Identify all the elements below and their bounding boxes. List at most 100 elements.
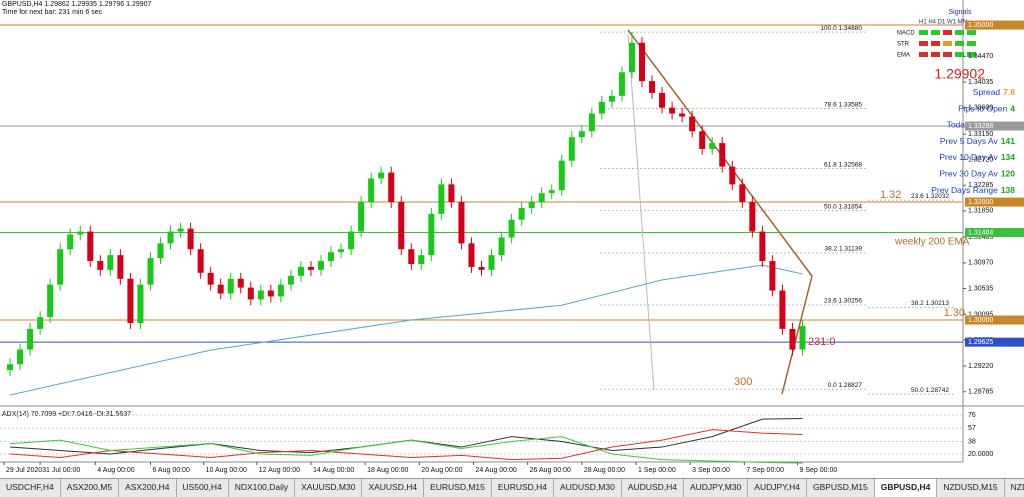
y-tick-label: 1.33150 bbox=[968, 131, 993, 138]
y-tick-label: 1.30095 bbox=[968, 311, 993, 318]
candle-body bbox=[237, 278, 244, 288]
candle-body bbox=[277, 284, 284, 297]
candle-body bbox=[147, 258, 154, 285]
timeframes: H1 H4 D1 W1 MN bbox=[919, 20, 967, 26]
bar-timer: Time for next bar: 231 min 6 sec bbox=[2, 9, 103, 16]
tab[interactable]: AUDJPY,H4 bbox=[748, 479, 807, 497]
candle-body bbox=[27, 328, 34, 350]
candle-body bbox=[538, 193, 545, 203]
candle-body bbox=[598, 101, 605, 114]
y-tick-label: 57 bbox=[968, 425, 976, 432]
annotation: 1.32 bbox=[880, 189, 901, 201]
indicator-line bbox=[9, 429, 803, 461]
candle-body bbox=[368, 178, 375, 203]
candle-body bbox=[628, 42, 635, 73]
x-tick-label: 31 Jul 00:00 bbox=[42, 467, 80, 474]
x-tick-label: 12 Aug 00:00 bbox=[259, 467, 300, 474]
candle-body bbox=[247, 287, 254, 300]
tab[interactable]: XAUUSD,M30 bbox=[295, 479, 363, 497]
fib-label: 0.0 1.28827 bbox=[828, 382, 863, 389]
y-tick-label: 1.29220 bbox=[968, 363, 993, 370]
signal-row: EMA bbox=[897, 53, 910, 59]
tab[interactable]: AUDJPY,M30 bbox=[684, 479, 749, 497]
candle-body bbox=[769, 261, 776, 291]
tab[interactable]: AUDUSD,M30 bbox=[554, 479, 622, 497]
tab[interactable]: XAUUSD,H4 bbox=[362, 479, 425, 497]
candle-body bbox=[749, 202, 756, 232]
candle-body bbox=[739, 184, 746, 203]
candle-body bbox=[428, 213, 435, 256]
candle-body bbox=[759, 231, 766, 262]
tab[interactable]: AUDUSD,H4 bbox=[622, 479, 684, 497]
candle-body bbox=[458, 202, 465, 244]
stat-label: Prev 30 Day Av bbox=[939, 169, 998, 179]
candle-body bbox=[217, 284, 224, 294]
tab[interactable]: GBPUSD,M15 bbox=[807, 479, 875, 497]
candle-body bbox=[588, 113, 595, 132]
candle-body bbox=[618, 72, 625, 96]
candle-body bbox=[338, 249, 345, 253]
tab-bar: USDCHF,H4 ASX200,M5 ASX200,H4 US500,H4 NDX10… bbox=[0, 478, 1024, 497]
trend-line bbox=[781, 275, 813, 395]
x-tick-label: 1 Sep 00:00 bbox=[638, 467, 676, 474]
x-tick-label: 29 Jul 2020 bbox=[6, 467, 42, 474]
tab[interactable]: NZDUSD,H4 bbox=[1005, 479, 1024, 497]
x-tick-label: 24 Aug 00:00 bbox=[475, 467, 516, 474]
candle-body bbox=[257, 290, 264, 300]
candle-body bbox=[448, 184, 455, 203]
candle-body bbox=[157, 243, 164, 259]
tab[interactable]: GBPUSD,H4 bbox=[874, 479, 938, 497]
chart: GBPUSD,H4 1.29862 1.29935 1.29796 1.2990… bbox=[0, 0, 1024, 474]
current-price: 1.29902 bbox=[934, 66, 985, 82]
tab[interactable]: USDCHF,H4 bbox=[0, 479, 61, 497]
y-tick-label: 20.0000 bbox=[968, 451, 993, 458]
candle-body bbox=[297, 266, 304, 276]
level-label: 1.33288 bbox=[968, 123, 993, 130]
y-tick-label: 1.31405 bbox=[968, 234, 993, 241]
candle-body bbox=[207, 272, 214, 285]
candle-body bbox=[438, 184, 445, 214]
candle-body bbox=[518, 207, 525, 220]
fib-label: 78.6 1.33585 bbox=[824, 101, 862, 108]
candle-body bbox=[348, 231, 355, 250]
stat-value: 120 bbox=[1001, 169, 1015, 179]
candle-body bbox=[388, 172, 395, 203]
level-label-box bbox=[965, 315, 1024, 325]
level-label-box bbox=[965, 121, 1024, 131]
stat: Prev 10 Day Av 134 bbox=[939, 152, 1015, 162]
stat-value: 134 bbox=[1001, 152, 1015, 162]
candle-body bbox=[197, 249, 204, 273]
tab[interactable]: EURUSD,M15 bbox=[424, 479, 492, 497]
tab[interactable]: NDX100,Daily bbox=[229, 479, 296, 497]
candle-body bbox=[137, 284, 144, 323]
tab[interactable]: NZDUSD,M15 bbox=[937, 479, 1005, 497]
candle-body bbox=[107, 255, 114, 270]
fib-label: 50.0 1.28742 bbox=[911, 387, 949, 394]
annotation: weekly 200 EMA bbox=[894, 237, 970, 248]
candle-body bbox=[608, 95, 615, 102]
stat-value: 7.8 bbox=[1003, 87, 1015, 97]
candle-body bbox=[468, 243, 475, 267]
x-tick-label: 20 Aug 00:00 bbox=[421, 467, 462, 474]
candle-body bbox=[729, 166, 736, 185]
tab[interactable]: EURUSD,H4 bbox=[492, 479, 555, 497]
indicator-title: ADX(14) 70.7099 +DI:7.0416 -DI:31.5637 bbox=[2, 411, 131, 418]
y-tick-label: 38 bbox=[968, 438, 976, 445]
stat: Pips to Open 4 bbox=[958, 104, 1015, 114]
level-label: 1.30000 bbox=[968, 317, 993, 324]
candle-body bbox=[578, 131, 585, 138]
candle-body bbox=[659, 92, 666, 108]
tab[interactable]: ASX200,H4 bbox=[119, 479, 177, 497]
x-tick-label: 3 Sep 00:00 bbox=[692, 467, 730, 474]
candle-body bbox=[167, 231, 174, 244]
tab[interactable]: ASX200,M5 bbox=[61, 479, 120, 497]
tab[interactable]: US500,H4 bbox=[177, 479, 229, 497]
fib-label: 100.0 1.34880 bbox=[820, 25, 862, 32]
fib-label: 38.2 1.30213 bbox=[911, 300, 949, 307]
candle-body bbox=[7, 364, 14, 371]
signal-boxes bbox=[919, 30, 976, 57]
level-label: 1.29625 bbox=[968, 339, 993, 346]
candle-body bbox=[117, 255, 124, 279]
x-tick-label: 7 Sep 00:00 bbox=[746, 467, 784, 474]
